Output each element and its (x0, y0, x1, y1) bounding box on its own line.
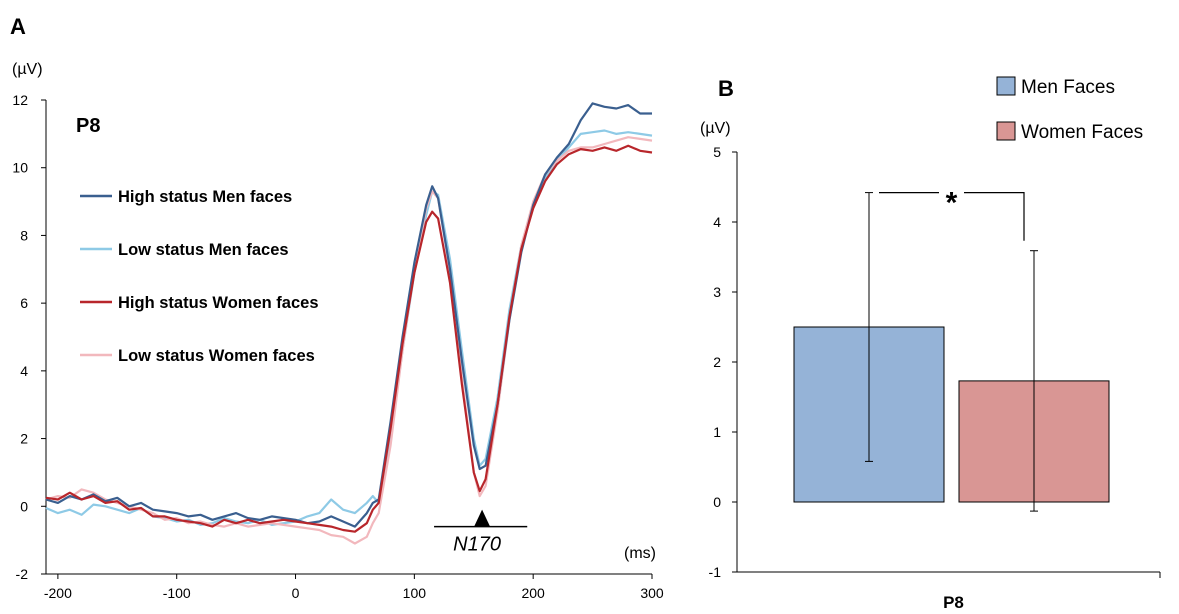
significance-line (879, 192, 1025, 241)
bar-legend-label-women-faces: Women Faces (1021, 122, 1143, 143)
n170-marker (474, 509, 491, 527)
bar-y-tick-label: 4 (713, 214, 721, 230)
erp-y-tick-label: 6 (20, 295, 28, 311)
bar-y-tick-label: 1 (713, 424, 721, 440)
bar-category-label: P8 (943, 593, 964, 612)
bar-legend-label-men-faces: Men Faces (1021, 77, 1115, 98)
legend-label-low-status-women-faces: Low status Women faces (118, 347, 315, 365)
erp-x-tick-label: -200 (44, 585, 72, 601)
erp-y-tick-label: 4 (20, 363, 28, 379)
significance-bracket: * (879, 187, 1025, 241)
erp-x-axis-label: (ms) (624, 545, 656, 562)
bar-y-tick-label: 3 (713, 284, 721, 300)
bar-y-tick-label: 2 (713, 354, 721, 370)
amplitude-bar-chart: (µV) -1 0 1 2 3 4 5 P8 * Men Faces Women Faces (700, 76, 1161, 612)
bar-legend: Men Faces Women Faces (996, 76, 1143, 143)
erp-y-tick-label: 10 (12, 160, 28, 176)
erp-chart-title: P8 (76, 115, 100, 137)
erp-y-axis-label: (µV) (12, 61, 43, 78)
legend-label-high-status-women-faces: High status Women faces (118, 294, 319, 312)
erp-y-tick-label: 12 (12, 92, 28, 108)
legend-label-high-status-men-faces: High status Men faces (118, 188, 292, 206)
significance-star: * (946, 187, 958, 220)
erp-y-tick-label: 2 (20, 431, 28, 447)
erp-y-tick-label: 8 (20, 227, 28, 243)
erp-x-tick-label: 0 (292, 585, 300, 601)
bar-legend-swatch-men-faces (996, 76, 1016, 96)
legend-label-low-status-men-faces: Low status Men faces (118, 241, 289, 259)
erp-line-chart: (µV) (ms) P8 -2 0 2 4 6 8 10 12 -200 -100 0 100 200 3… (12, 61, 664, 601)
erp-x-tick-label: 200 (521, 585, 545, 601)
erp-x-tick-label: -100 (163, 585, 191, 601)
erp-series-group (45, 102, 653, 545)
n170-annotation: N170 (434, 509, 528, 556)
bar-y-axis-label: (µV) (700, 120, 731, 137)
bar-y-tick-label: 5 (713, 144, 721, 160)
erp-y-tick-label: 0 (20, 498, 28, 514)
panel-a-letter: A (10, 14, 26, 39)
series-line-high-status-women-faces (45, 144, 653, 533)
series-line-high-status-men-faces (45, 102, 652, 528)
bar-y-tick-label: 0 (713, 494, 721, 510)
erp-x-tick-label: 100 (403, 585, 427, 601)
n170-label: N170 (453, 534, 501, 556)
erp-axes: -2 0 2 4 6 8 10 12 -200 -100 0 100 200 300 (12, 92, 663, 601)
erp-x-tick-label: 300 (640, 585, 664, 601)
erp-y-tick-label: -2 (16, 566, 29, 582)
bar-axes: -1 0 1 2 3 4 5 P8 (709, 144, 1161, 612)
bar-group (793, 192, 1110, 512)
panel-b-letter: B (718, 76, 734, 101)
erp-legend: High status Men faces Low status Men face… (80, 188, 319, 365)
bar-legend-swatch-women-faces (996, 121, 1016, 141)
bar-y-tick-label: -1 (709, 564, 722, 580)
